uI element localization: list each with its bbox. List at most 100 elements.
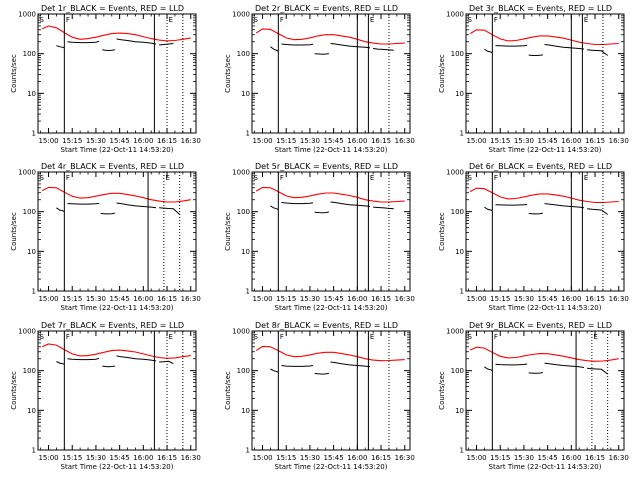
lld-series-line: [41, 343, 191, 359]
y-tick-label: 10: [241, 90, 250, 98]
marker-label: S: [468, 174, 473, 182]
marker-label: E: [593, 333, 597, 341]
lld-series-line: [41, 186, 191, 203]
events-series-segment: [56, 361, 65, 365]
x-axis-label: Start Time (22-Oct-11 14:53:20): [61, 463, 174, 471]
events-series-segment: [314, 211, 329, 214]
x-axis-label: Start Time (22-Oct-11 14:53:20): [489, 304, 602, 312]
panel-title: Det 1r_BLACK = Events, RED = LLD: [41, 4, 184, 13]
x-tick-label: 16:15: [371, 295, 391, 303]
x-tick-label: 15:30: [300, 137, 320, 145]
x-axis-label: Start Time (22-Oct-11 14:53:20): [61, 146, 174, 154]
marker-label: E: [584, 174, 588, 182]
x-tick-label: 16:15: [585, 454, 605, 462]
y-axis-label: Counts/sec: [438, 54, 446, 93]
y-tick-label: 1000: [18, 11, 36, 19]
x-tick-label: 16:00: [347, 454, 367, 462]
x-tick-label: 15:30: [86, 137, 106, 145]
x-tick-label: 16:15: [157, 137, 177, 145]
plot-frame: [465, 13, 625, 134]
events-series-segment: [544, 44, 585, 50]
x-tick-label: 16:15: [585, 137, 605, 145]
y-tick-label: 1000: [446, 11, 464, 19]
y-tick-label: 100: [451, 208, 464, 216]
marker-label: F: [494, 174, 498, 182]
x-tick-label: 16:00: [133, 454, 153, 462]
plot-frame: [465, 330, 625, 451]
events-series-segment: [373, 206, 394, 210]
plot-frame: [251, 13, 411, 134]
marker-label: E: [169, 16, 173, 24]
x-tick-label: 15:00: [466, 454, 486, 462]
y-tick-label: 1: [246, 447, 250, 455]
x-tick-label: 15:15: [62, 295, 82, 303]
x-tick-label: 16:00: [347, 137, 367, 145]
events-series-segment: [314, 372, 329, 375]
x-axis-label: Start Time (22-Oct-11 14:53:20): [489, 146, 602, 154]
events-series-segment: [373, 48, 394, 51]
x-tick-label: 15:45: [538, 295, 558, 303]
detector-panel-6: Det 6r_BLACK = Events, RED = LLD S F E 1 10 10…: [438, 162, 629, 312]
marker-label: F: [280, 174, 284, 182]
y-tick-label: 100: [451, 50, 464, 58]
marker-label: E: [370, 333, 374, 341]
y-tick-label: 100: [237, 367, 250, 375]
y-tick-label: 10: [241, 407, 250, 415]
x-tick-label: 15:30: [514, 137, 534, 145]
events-series-segment: [102, 365, 115, 368]
x-tick-label: 15:15: [276, 454, 296, 462]
x-tick-label: 15:15: [276, 137, 296, 145]
x-tick-label: 16:30: [181, 137, 201, 145]
y-tick-label: 10: [455, 407, 464, 415]
x-tick-label: 15:45: [110, 295, 130, 303]
x-tick-label: 16:00: [133, 137, 153, 145]
x-tick-label: 16:15: [371, 454, 391, 462]
events-series-segment: [484, 48, 493, 54]
events-series-segment: [484, 206, 493, 212]
y-tick-label: 1000: [232, 11, 250, 19]
y-tick-label: 1000: [446, 169, 464, 177]
events-series-segment: [587, 367, 609, 375]
y-axis-label: Counts/sec: [224, 371, 232, 410]
detector-panel-1: Det 1r_BLACK = Events, RED = LLD S F E 1 10 10…: [10, 4, 201, 154]
x-tick-label: 15:45: [110, 454, 130, 462]
marker-label: F: [280, 16, 284, 24]
y-tick-label: 100: [23, 50, 36, 58]
y-tick-label: 1: [32, 288, 36, 296]
x-tick-label: 15:30: [86, 454, 106, 462]
events-series-segment: [159, 43, 174, 46]
panel-title: Det 8r_BLACK = Events, RED = LLD: [255, 321, 398, 330]
x-axis-label: Start Time (22-Oct-11 14:53:20): [275, 463, 388, 471]
marker-label: S: [40, 174, 45, 182]
events-series-segment: [587, 208, 608, 215]
x-axis-label: Start Time (22-Oct-11 14:53:20): [489, 463, 602, 471]
x-tick-label: 15:45: [324, 137, 344, 145]
events-series-segment: [314, 53, 329, 55]
y-tick-label: 10: [455, 90, 464, 98]
y-tick-label: 10: [27, 248, 36, 256]
marker-label: S: [254, 333, 259, 341]
x-tick-label: 16:30: [395, 137, 415, 145]
plot-frame: [37, 330, 197, 451]
marker-label: F: [66, 16, 70, 24]
plot-frame: [37, 171, 197, 292]
events-series-segment: [67, 202, 100, 205]
x-tick-label: 15:00: [252, 137, 272, 145]
panel-title: Det 6r_BLACK = Events, RED = LLD: [469, 162, 612, 171]
events-series-segment: [116, 355, 157, 362]
x-tick-label: 15:30: [300, 295, 320, 303]
events-series-segment: [100, 212, 115, 215]
plot-frame: [251, 330, 411, 451]
x-tick-label: 15:00: [38, 295, 58, 303]
y-axis-label: Counts/sec: [10, 54, 18, 93]
detector-panel-5: Det 5r_BLACK = Events, RED = LLD S F E 1 10 10…: [224, 162, 415, 312]
x-tick-label: 15:00: [38, 454, 58, 462]
x-tick-label: 15:15: [276, 295, 296, 303]
plot-frame: [37, 13, 197, 134]
panel-title: Det 2r_BLACK = Events, RED = LLD: [255, 4, 398, 13]
x-tick-label: 15:00: [466, 137, 486, 145]
marker-label: E: [165, 174, 169, 182]
x-tick-label: 15:15: [62, 454, 82, 462]
panel-title: Det 4r_BLACK = Events, RED = LLD: [41, 162, 184, 171]
